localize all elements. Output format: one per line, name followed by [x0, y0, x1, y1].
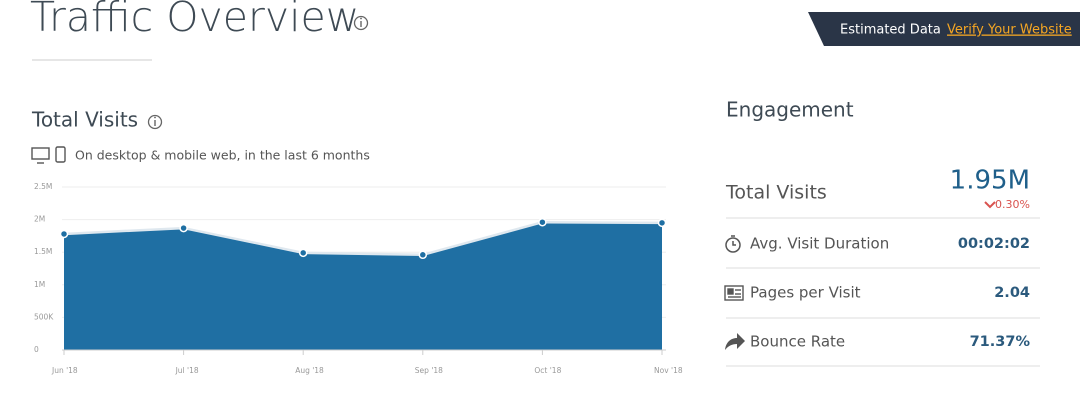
x-tick-label: Jul '18: [175, 366, 199, 375]
y-tick-label: 0: [34, 345, 39, 354]
bounce-icon: [725, 333, 745, 350]
panel-title: Total Visits: [31, 108, 138, 132]
panel-subtitle: On desktop & mobile web, in the last 6 m…: [75, 148, 370, 163]
x-tick-label: Aug '18: [295, 366, 324, 375]
info-icon: [353, 15, 369, 31]
x-tick-label: Jun '18: [51, 366, 78, 375]
row-label: Avg. Visit Duration: [750, 235, 889, 253]
badge-text: Estimated Data: [840, 23, 941, 38]
x-tick-label: Sep '18: [415, 366, 443, 375]
device-icons: [31, 146, 66, 164]
total-visits-change: 0.30%: [995, 198, 1030, 211]
row-value: 2.04: [994, 285, 1030, 301]
row-label: Bounce Rate: [750, 333, 845, 351]
total-visits-value: 1.95M: [950, 166, 1030, 196]
y-tick-label: 2M: [34, 215, 45, 224]
y-tick-label: 500K: [34, 312, 54, 321]
point: [418, 250, 428, 260]
y-tick-label: 1.5M: [34, 247, 52, 256]
pages-icon: [724, 285, 744, 301]
row-label: Pages per Visit: [750, 284, 861, 302]
x-tick-label: Nov '18: [654, 366, 683, 375]
point: [298, 248, 308, 258]
total-visits-label: Total Visits: [725, 182, 827, 204]
chart: 0 500K 1M 1.5M 2M 2.5M Jun '18 Jul '18 Aug '18 Se…: [34, 182, 683, 375]
y-tick-label: 2.5M: [34, 182, 52, 191]
page-title: Traffic Overview: [30, 0, 359, 41]
y-tick-label: 1M: [34, 280, 45, 289]
clock-icon: [725, 235, 741, 253]
area: [64, 222, 662, 350]
verify-link[interactable]: Verify Your Website: [947, 23, 1072, 38]
point: [538, 217, 547, 227]
point: [657, 218, 667, 228]
point: [59, 229, 69, 239]
x-tick-label: Oct '18: [534, 366, 561, 375]
engagement-rows: Avg. Visit Duration 00:02:02 Pages per Vis…: [750, 235, 1030, 351]
engagement-title: Engagement: [726, 98, 854, 122]
point: [179, 223, 188, 233]
area-line: [63, 220, 663, 257]
info-icon: [147, 114, 163, 130]
down-arrow: [984, 201, 996, 209]
badge: [808, 12, 1080, 46]
row-value: 00:02:02: [958, 236, 1030, 252]
row-value: 71.37%: [970, 334, 1031, 350]
row-separators: [726, 217, 1040, 367]
